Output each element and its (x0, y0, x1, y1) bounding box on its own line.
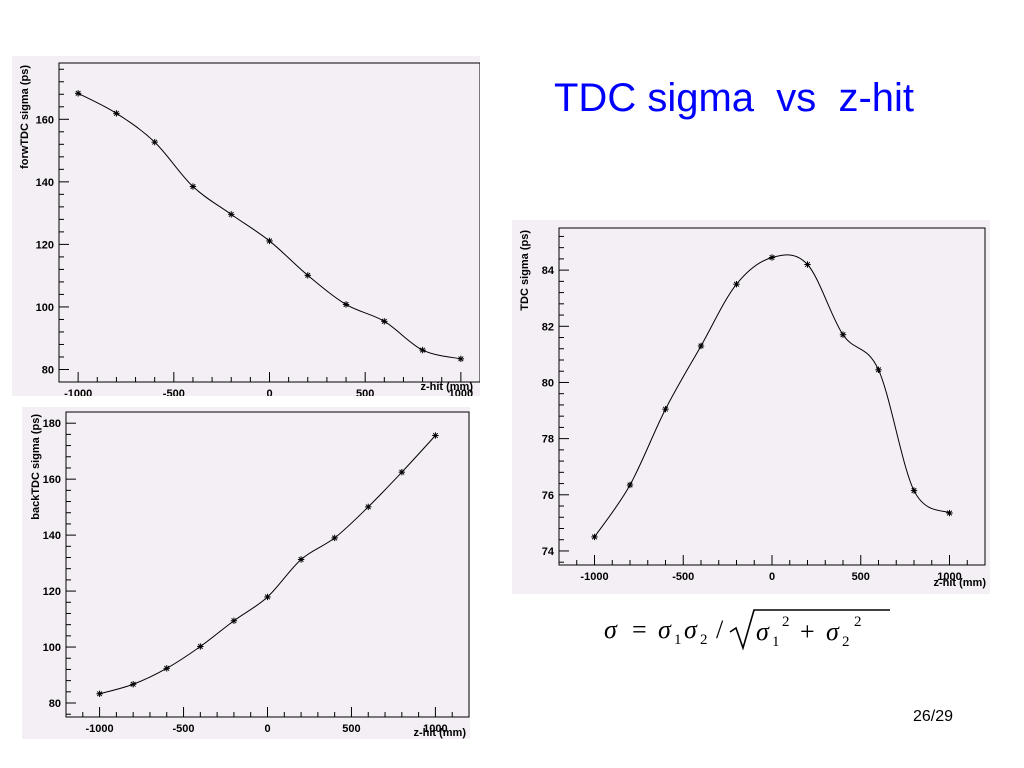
forw-tdc-chart: -1000 -500 0 500 1000 80 100 120 140 160 z-hit (mm… (12, 56, 480, 396)
back-tdc-chart: -1000 -500 0 500 1000 80 100 120 140 160 180 z-hit … (22, 407, 470, 739)
data-point (331, 534, 338, 542)
y-tick-label: 80 (49, 698, 61, 710)
formula-num-a: σ (658, 615, 672, 644)
x-tick-label: 500 (356, 388, 374, 396)
formula-plus: + (800, 617, 815, 646)
slide-title: TDC sigma vs z-hit (554, 76, 915, 120)
formula-term1-sup: 2 (782, 614, 790, 630)
y-tick-label: 74 (542, 546, 555, 558)
x-tick-label: 0 (266, 388, 272, 396)
data-point (910, 487, 918, 494)
data-point (74, 90, 82, 97)
forw-tdc-plot: -1000 -500 0 500 1000 80 100 120 140 160 z-hit (mm… (12, 56, 480, 396)
x-axis-label: z-hit (mm) (413, 727, 466, 739)
y-tick-label: 82 (542, 321, 554, 333)
data-point (228, 211, 235, 218)
y-axis-label: forwTDC sigma (ps) (19, 65, 31, 169)
data-point (697, 342, 705, 350)
x-tick-label: 0 (264, 723, 270, 735)
combined-tdc-chart: -1000 -500 0 500 1000 74 76 78 80 82 84 z-hit (mm) T… (512, 220, 990, 594)
x-tick-label: 0 (769, 571, 775, 583)
y-tick-label: 76 (542, 490, 554, 502)
x-axis-label: z-hit (mm) (420, 381, 473, 393)
data-point (381, 318, 388, 325)
data-point (163, 665, 170, 672)
y-tick-label: 120 (43, 586, 61, 598)
data-point (264, 593, 271, 601)
data-point (432, 432, 439, 439)
y-tick-label: 100 (43, 642, 61, 654)
formula-term1-sub: 1 (772, 634, 780, 650)
data-point (151, 138, 158, 146)
x-tick-label: 1000 (423, 723, 447, 735)
combined-tdc-plot: -1000 -500 0 500 1000 74 76 78 80 82 84 z-hit (mm) T… (512, 220, 990, 594)
y-tick-label: 100 (36, 302, 54, 314)
formula-term2-sup: 2 (854, 614, 862, 630)
data-point (946, 509, 953, 517)
data-point (839, 331, 847, 338)
data-point (875, 366, 882, 374)
y-tick-label: 160 (36, 114, 54, 126)
x-tick-label: -500 (173, 723, 195, 735)
y-tick-label: 140 (36, 177, 54, 189)
formula-equals: = (632, 615, 647, 644)
data-point (804, 261, 811, 268)
data-point (419, 346, 426, 354)
x-tick-label: 500 (852, 571, 870, 583)
data-point (230, 617, 238, 624)
data-point (398, 468, 406, 476)
formula-divide: / (716, 615, 724, 644)
chart-background (22, 407, 470, 739)
chart-background (12, 56, 480, 396)
x-tick-label: 500 (342, 723, 360, 735)
x-tick-label: -500 (672, 571, 694, 583)
x-tick-label: -1000 (86, 723, 114, 735)
data-point (768, 254, 776, 261)
formula-lhs: σ (604, 615, 618, 644)
y-tick-label: 140 (43, 530, 61, 542)
data-point (457, 355, 465, 363)
y-tick-label: 180 (43, 418, 61, 430)
x-axis-label: z-hit (mm) (933, 577, 986, 589)
data-point (189, 183, 197, 190)
y-tick-label: 84 (542, 265, 555, 277)
data-point (662, 405, 669, 413)
x-tick-label: 1000 (449, 388, 473, 396)
y-tick-label: 80 (42, 364, 54, 376)
formula-num-b: σ (684, 615, 698, 644)
data-point (129, 681, 137, 688)
y-axis-label: backTDC sigma (ps) (30, 414, 42, 520)
sigma-formula: σ = σ 1 σ 2 / σ 1 2 + σ 2 2 (604, 609, 890, 651)
data-point (365, 503, 372, 511)
data-point (96, 690, 103, 697)
formula-term1: σ (756, 617, 770, 646)
data-point (342, 301, 350, 308)
formula-num-a-sub: 1 (674, 632, 682, 648)
formula-term2-sub: 2 (842, 634, 850, 650)
y-tick-label: 80 (542, 377, 554, 389)
x-tick-label: 1000 (937, 571, 961, 583)
formula-term2: σ (826, 617, 840, 646)
data-point (266, 237, 273, 245)
y-tick-label: 160 (43, 474, 61, 486)
chart-background (512, 220, 990, 594)
data-point (626, 481, 634, 489)
data-point (297, 556, 305, 563)
x-tick-label: -500 (163, 388, 185, 396)
data-point (733, 280, 740, 288)
data-point (591, 533, 598, 541)
y-tick-label: 78 (542, 434, 554, 446)
formula-num-b-sub: 2 (700, 632, 708, 648)
y-axis-label: TDC sigma (ps) (519, 230, 531, 311)
data-point (197, 643, 204, 650)
back-tdc-plot: -1000 -500 0 500 1000 80 100 120 140 160 180 z-hit … (22, 407, 470, 739)
page-number: 26/29 (913, 708, 954, 725)
data-point (113, 110, 120, 117)
x-tick-label: -1000 (64, 388, 92, 396)
data-point (304, 272, 311, 279)
y-tick-label: 120 (36, 239, 54, 251)
sqrt-sign (729, 609, 890, 651)
x-tick-label: -1000 (580, 571, 608, 583)
